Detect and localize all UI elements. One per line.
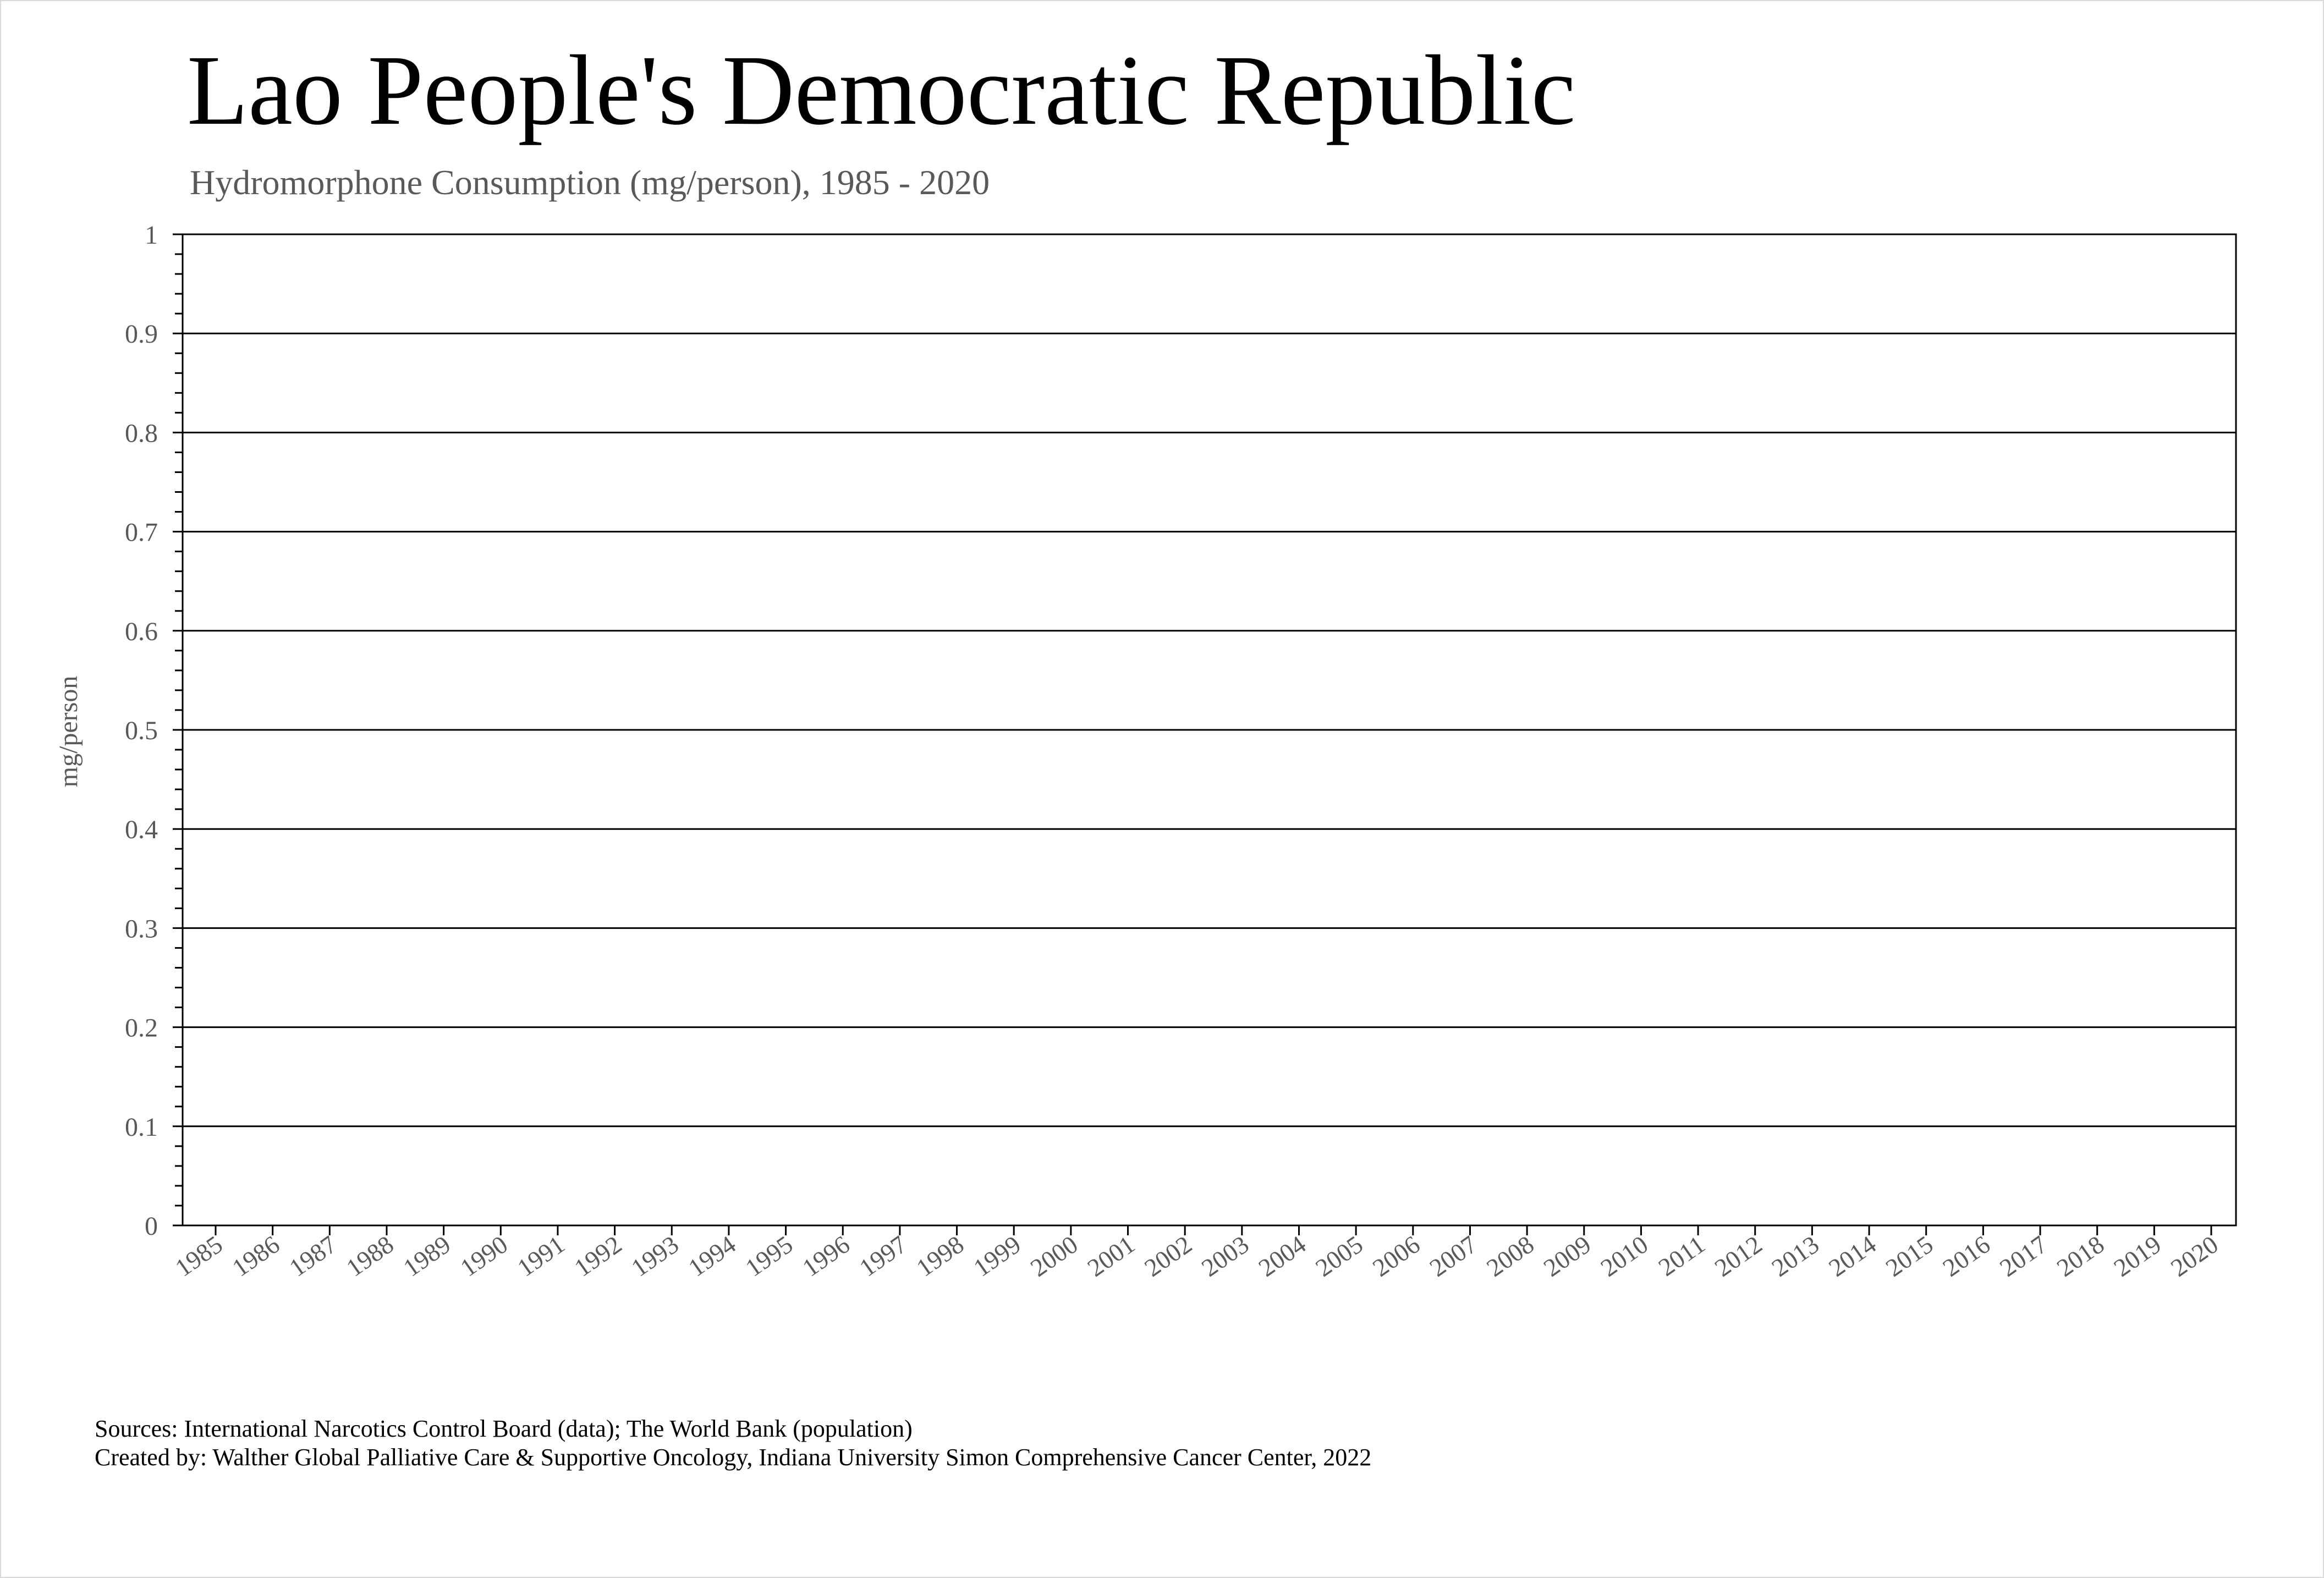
chart-footer: Sources: International Narcotics Control…	[95, 1415, 1371, 1472]
y-tick-label: 0.3	[125, 914, 158, 943]
x-tick-label: 2008	[1481, 1230, 1539, 1282]
x-tick-label: 1994	[683, 1230, 741, 1282]
y-tick-label: 0.5	[125, 716, 158, 745]
x-tick-label: 1991	[512, 1230, 570, 1282]
x-tick-label: 2002	[1139, 1230, 1197, 1282]
x-tick-label: 2000	[1025, 1230, 1083, 1282]
x-tick-label: 2001	[1083, 1230, 1140, 1282]
x-tick-label: 2005	[1310, 1230, 1368, 1282]
sources-note: Sources: International Narcotics Control…	[95, 1415, 913, 1442]
axes	[173, 233, 2237, 1235]
x-tick-label: 1995	[740, 1230, 798, 1282]
x-tick-label: 2007	[1425, 1230, 1482, 1282]
x-tick-label: 2012	[1710, 1230, 1767, 1282]
y-tick-label: 0.8	[125, 419, 158, 448]
y-tick-label: 0.4	[125, 815, 158, 844]
x-tick-label: 2015	[1881, 1230, 1938, 1282]
y-tick-label: 1	[145, 221, 158, 250]
chart-title: Lao People's Democratic Republic	[187, 35, 1576, 146]
y-tick-label: 0.6	[125, 617, 158, 646]
x-tick-label: 2019	[2108, 1230, 2166, 1282]
plot-border	[182, 233, 2237, 1227]
gridlines	[183, 233, 2236, 1227]
x-tick-label: 2016	[1937, 1230, 1995, 1282]
x-tick-label: 1987	[284, 1230, 342, 1282]
x-tick-label: 1990	[455, 1230, 513, 1282]
y-tick-label: 0.9	[125, 320, 158, 349]
x-tick-label: 1986	[227, 1230, 285, 1282]
x-tick-label: 2013	[1767, 1230, 1825, 1282]
x-tick-label: 2014	[1823, 1230, 1881, 1282]
created-by-note: Created by: Walther Global Palliative Ca…	[95, 1444, 1372, 1471]
x-tick-label: 2011	[1653, 1230, 1710, 1282]
x-tick-label: 1998	[911, 1230, 969, 1282]
x-tick-label: 1996	[797, 1230, 855, 1282]
x-tick-label: 2004	[1254, 1230, 1311, 1282]
x-tick-label: 1993	[626, 1230, 684, 1282]
x-tick-label: 2003	[1196, 1230, 1254, 1282]
x-tick-label: 1989	[398, 1230, 456, 1282]
x-tick-label: 2010	[1596, 1230, 1653, 1282]
y-tick-label: 0.2	[125, 1014, 158, 1043]
x-tick-labels: 1985 1986 1987 1988 1989 1990 1991 1992 1993 1994…	[170, 1230, 2223, 1282]
x-tick-label: 1997	[854, 1230, 912, 1282]
x-tick-label: 1999	[968, 1230, 1026, 1282]
x-tick-label: 2020	[2166, 1230, 2223, 1282]
y-tick-labels: 0 0.1 0.2 0.3 0.4 0.5 0.6 0.7 0.8 0.9 1	[125, 221, 158, 1241]
x-tick-label: 2006	[1367, 1230, 1425, 1282]
y-tick-label: 0.1	[125, 1113, 158, 1142]
x-tick-label: 2009	[1539, 1230, 1596, 1282]
y-tick-label: 0.7	[125, 518, 158, 547]
x-tick-label: 1988	[341, 1230, 399, 1282]
x-tick-label: 1985	[170, 1230, 228, 1282]
y-axis-label: mg/person	[54, 676, 83, 788]
y-tick-label: 0	[145, 1212, 158, 1241]
x-tick-label: 1992	[569, 1230, 627, 1282]
x-tick-label: 2018	[2052, 1230, 2109, 1282]
chart-subtitle: Hydromorphone Consumption (mg/person), 1…	[190, 163, 990, 202]
x-tick-label: 2017	[1995, 1230, 2052, 1282]
